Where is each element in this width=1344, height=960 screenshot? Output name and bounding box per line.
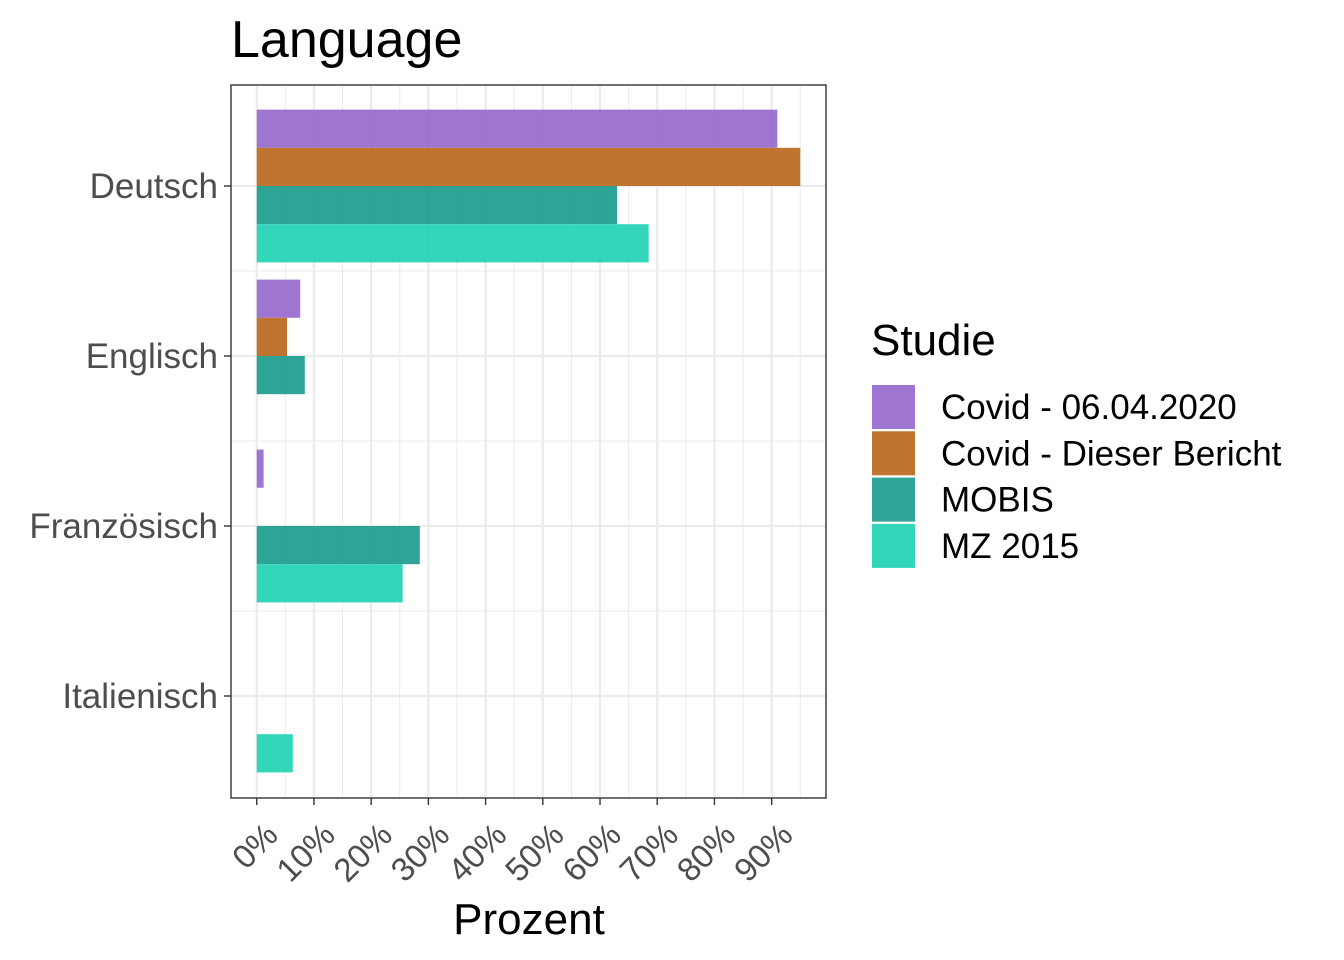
bars <box>256 109 801 773</box>
legend-key <box>872 431 915 476</box>
bar <box>256 564 403 603</box>
legend-key <box>872 385 915 429</box>
bar <box>256 109 778 148</box>
legend-key <box>872 477 915 522</box>
plot-panel-border <box>230 84 827 799</box>
legend-label: Covid - Dieser Bericht <box>941 434 1282 473</box>
x-tick-label: 50% <box>498 816 571 889</box>
bar <box>256 356 305 395</box>
y-axis: Deutsch Englisch Französisch Italienisch <box>29 167 231 716</box>
legend-key <box>872 523 915 568</box>
legend-title: Studie <box>871 316 996 365</box>
y-tick-label: Deutsch <box>90 167 218 206</box>
bar <box>256 224 649 263</box>
bar <box>256 526 420 565</box>
x-axis-title: Prozent <box>453 895 605 944</box>
bar <box>256 147 801 186</box>
y-tick-label: Italienisch <box>62 677 218 716</box>
x-tick-label: 60% <box>555 816 628 889</box>
legend-label: Covid - 06.04.2020 <box>941 388 1237 427</box>
bar <box>256 449 264 488</box>
x-axis: 0%10%20%30%40%50%60%70%80%90% <box>225 798 800 889</box>
x-tick-label: 30% <box>383 816 456 889</box>
legend: Studie Covid - 06.04.2020 Covid - Dieser … <box>871 316 1282 568</box>
chart-title: Language <box>231 11 462 69</box>
x-tick-label: 20% <box>326 816 399 889</box>
x-tick-label: 10% <box>269 816 342 889</box>
x-tick-label: 90% <box>727 816 800 889</box>
x-tick-label: 70% <box>612 816 685 889</box>
bar <box>256 734 293 773</box>
x-tick-label: 80% <box>669 816 742 889</box>
x-tick-label: 40% <box>441 816 514 889</box>
bar <box>256 317 288 356</box>
legend-label: MOBIS <box>941 481 1054 520</box>
bar <box>256 279 301 318</box>
y-tick-label: Französisch <box>29 507 218 546</box>
y-tick-label: Englisch <box>86 337 218 376</box>
legend-label: MZ 2015 <box>941 527 1079 566</box>
bar <box>256 186 618 225</box>
